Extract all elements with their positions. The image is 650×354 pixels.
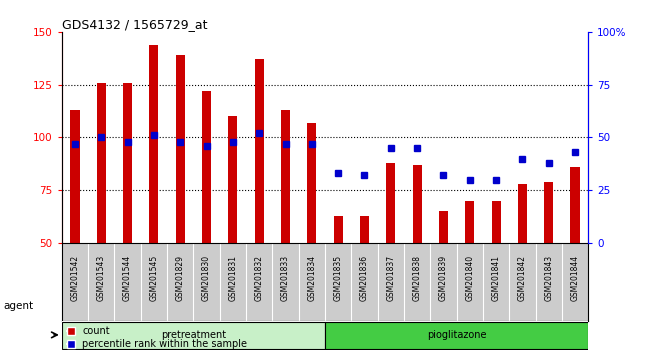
- Bar: [150, 45, 159, 243]
- Text: GSM201835: GSM201835: [333, 255, 343, 301]
- Bar: [176, 55, 185, 243]
- Text: GSM201544: GSM201544: [123, 255, 132, 301]
- Bar: [202, 91, 211, 243]
- Text: GSM201843: GSM201843: [544, 255, 553, 301]
- Text: GSM201839: GSM201839: [439, 255, 448, 301]
- Text: GSM201834: GSM201834: [307, 255, 317, 301]
- Text: GSM201833: GSM201833: [281, 255, 290, 301]
- Bar: [325, 322, 588, 349]
- Bar: [255, 59, 264, 243]
- Text: GSM201831: GSM201831: [228, 255, 237, 301]
- Text: GSM201543: GSM201543: [97, 255, 106, 301]
- Text: GSM201844: GSM201844: [571, 255, 580, 301]
- Text: GSM201836: GSM201836: [360, 255, 369, 301]
- Bar: [281, 110, 290, 243]
- Bar: [386, 163, 395, 243]
- Text: pioglitazone: pioglitazone: [427, 330, 486, 340]
- Text: pretreatment: pretreatment: [161, 330, 226, 340]
- Text: GSM201838: GSM201838: [413, 255, 422, 301]
- Bar: [307, 123, 317, 243]
- Text: agent: agent: [3, 301, 33, 311]
- Bar: [491, 201, 500, 243]
- Text: GSM201840: GSM201840: [465, 255, 474, 301]
- Legend: count, percentile rank within the sample: count, percentile rank within the sample: [66, 326, 247, 349]
- Text: GSM201837: GSM201837: [386, 255, 395, 301]
- Text: GSM201830: GSM201830: [202, 255, 211, 301]
- Bar: [97, 82, 106, 243]
- Text: GDS4132 / 1565729_at: GDS4132 / 1565729_at: [62, 18, 207, 31]
- Bar: [465, 201, 474, 243]
- Bar: [70, 110, 79, 243]
- Bar: [333, 216, 343, 243]
- Bar: [228, 116, 237, 243]
- Bar: [62, 322, 325, 349]
- Bar: [518, 184, 527, 243]
- Text: GSM201842: GSM201842: [518, 255, 527, 301]
- Bar: [544, 182, 553, 243]
- Text: GSM201832: GSM201832: [255, 255, 264, 301]
- Bar: [413, 165, 422, 243]
- Text: GSM201542: GSM201542: [70, 255, 79, 301]
- Bar: [439, 211, 448, 243]
- Bar: [571, 167, 580, 243]
- Text: GSM201545: GSM201545: [150, 255, 159, 301]
- Bar: [123, 82, 132, 243]
- Bar: [360, 216, 369, 243]
- Text: GSM201829: GSM201829: [176, 255, 185, 301]
- Text: GSM201841: GSM201841: [491, 255, 500, 301]
